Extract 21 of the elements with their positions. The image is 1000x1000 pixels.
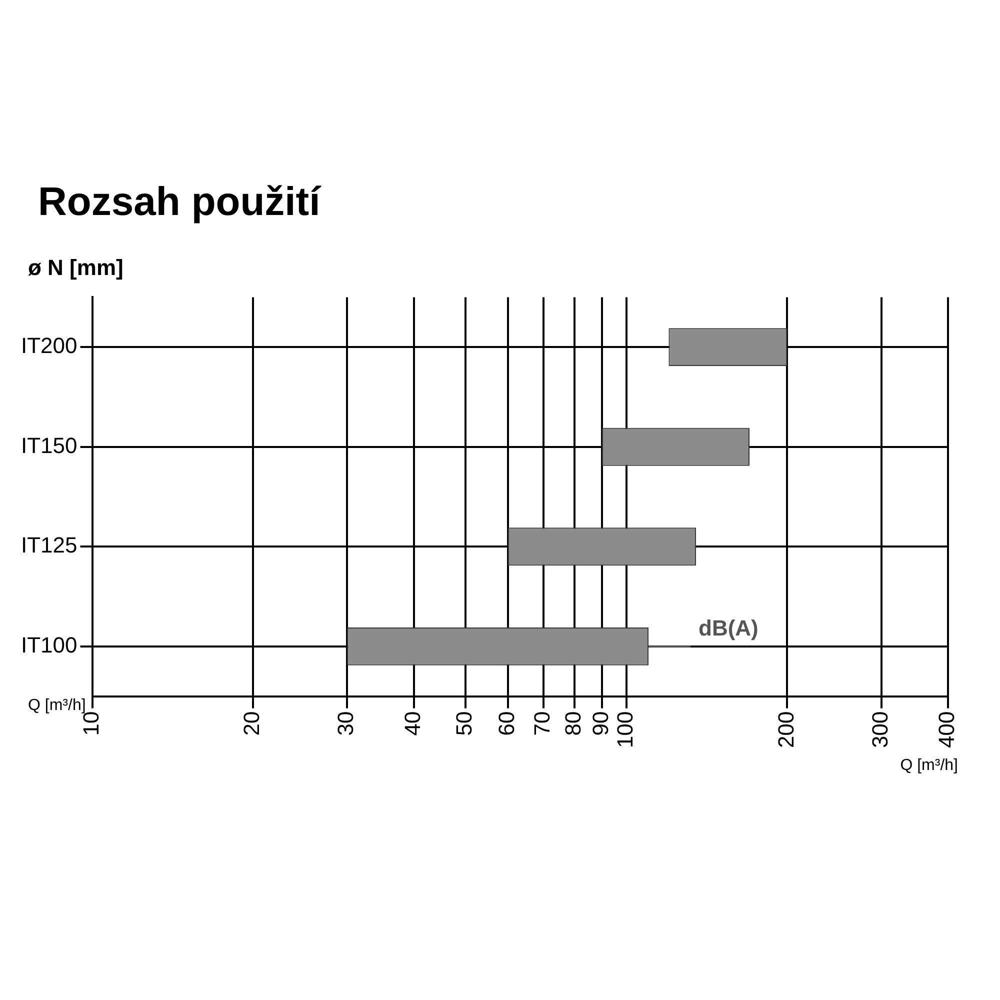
x-tick-label: 100 bbox=[612, 711, 638, 748]
x-tick-label: 90 bbox=[588, 711, 614, 736]
chart-title: Rozsah použití bbox=[38, 180, 322, 225]
x-tick-label: 30 bbox=[333, 711, 358, 736]
x-tick-label: 60 bbox=[494, 711, 519, 736]
y-tick-label: IT100 bbox=[20, 632, 78, 658]
y-axis-title: ø N [mm] bbox=[28, 255, 124, 281]
x-axis-title: Q [m³/h] bbox=[28, 697, 86, 714]
x-tick-label: 20 bbox=[239, 711, 264, 736]
x-tick-label: 400 bbox=[934, 711, 960, 748]
x-tick-label: 200 bbox=[773, 711, 798, 748]
x-tick-label: 40 bbox=[400, 711, 425, 736]
x-tick-label: 50 bbox=[452, 711, 477, 736]
y-tick-label: IT200 bbox=[20, 333, 78, 358]
x-tick-label: 70 bbox=[530, 711, 555, 736]
text: Q [m³/h] bbox=[900, 757, 958, 774]
x-tick-label: 80 bbox=[560, 711, 586, 736]
y-tick-label: IT125 bbox=[20, 532, 78, 558]
y-tick-label: IT150 bbox=[20, 432, 78, 458]
annotation: dB(A) bbox=[698, 615, 758, 640]
x-tick-label: 300 bbox=[867, 711, 892, 748]
